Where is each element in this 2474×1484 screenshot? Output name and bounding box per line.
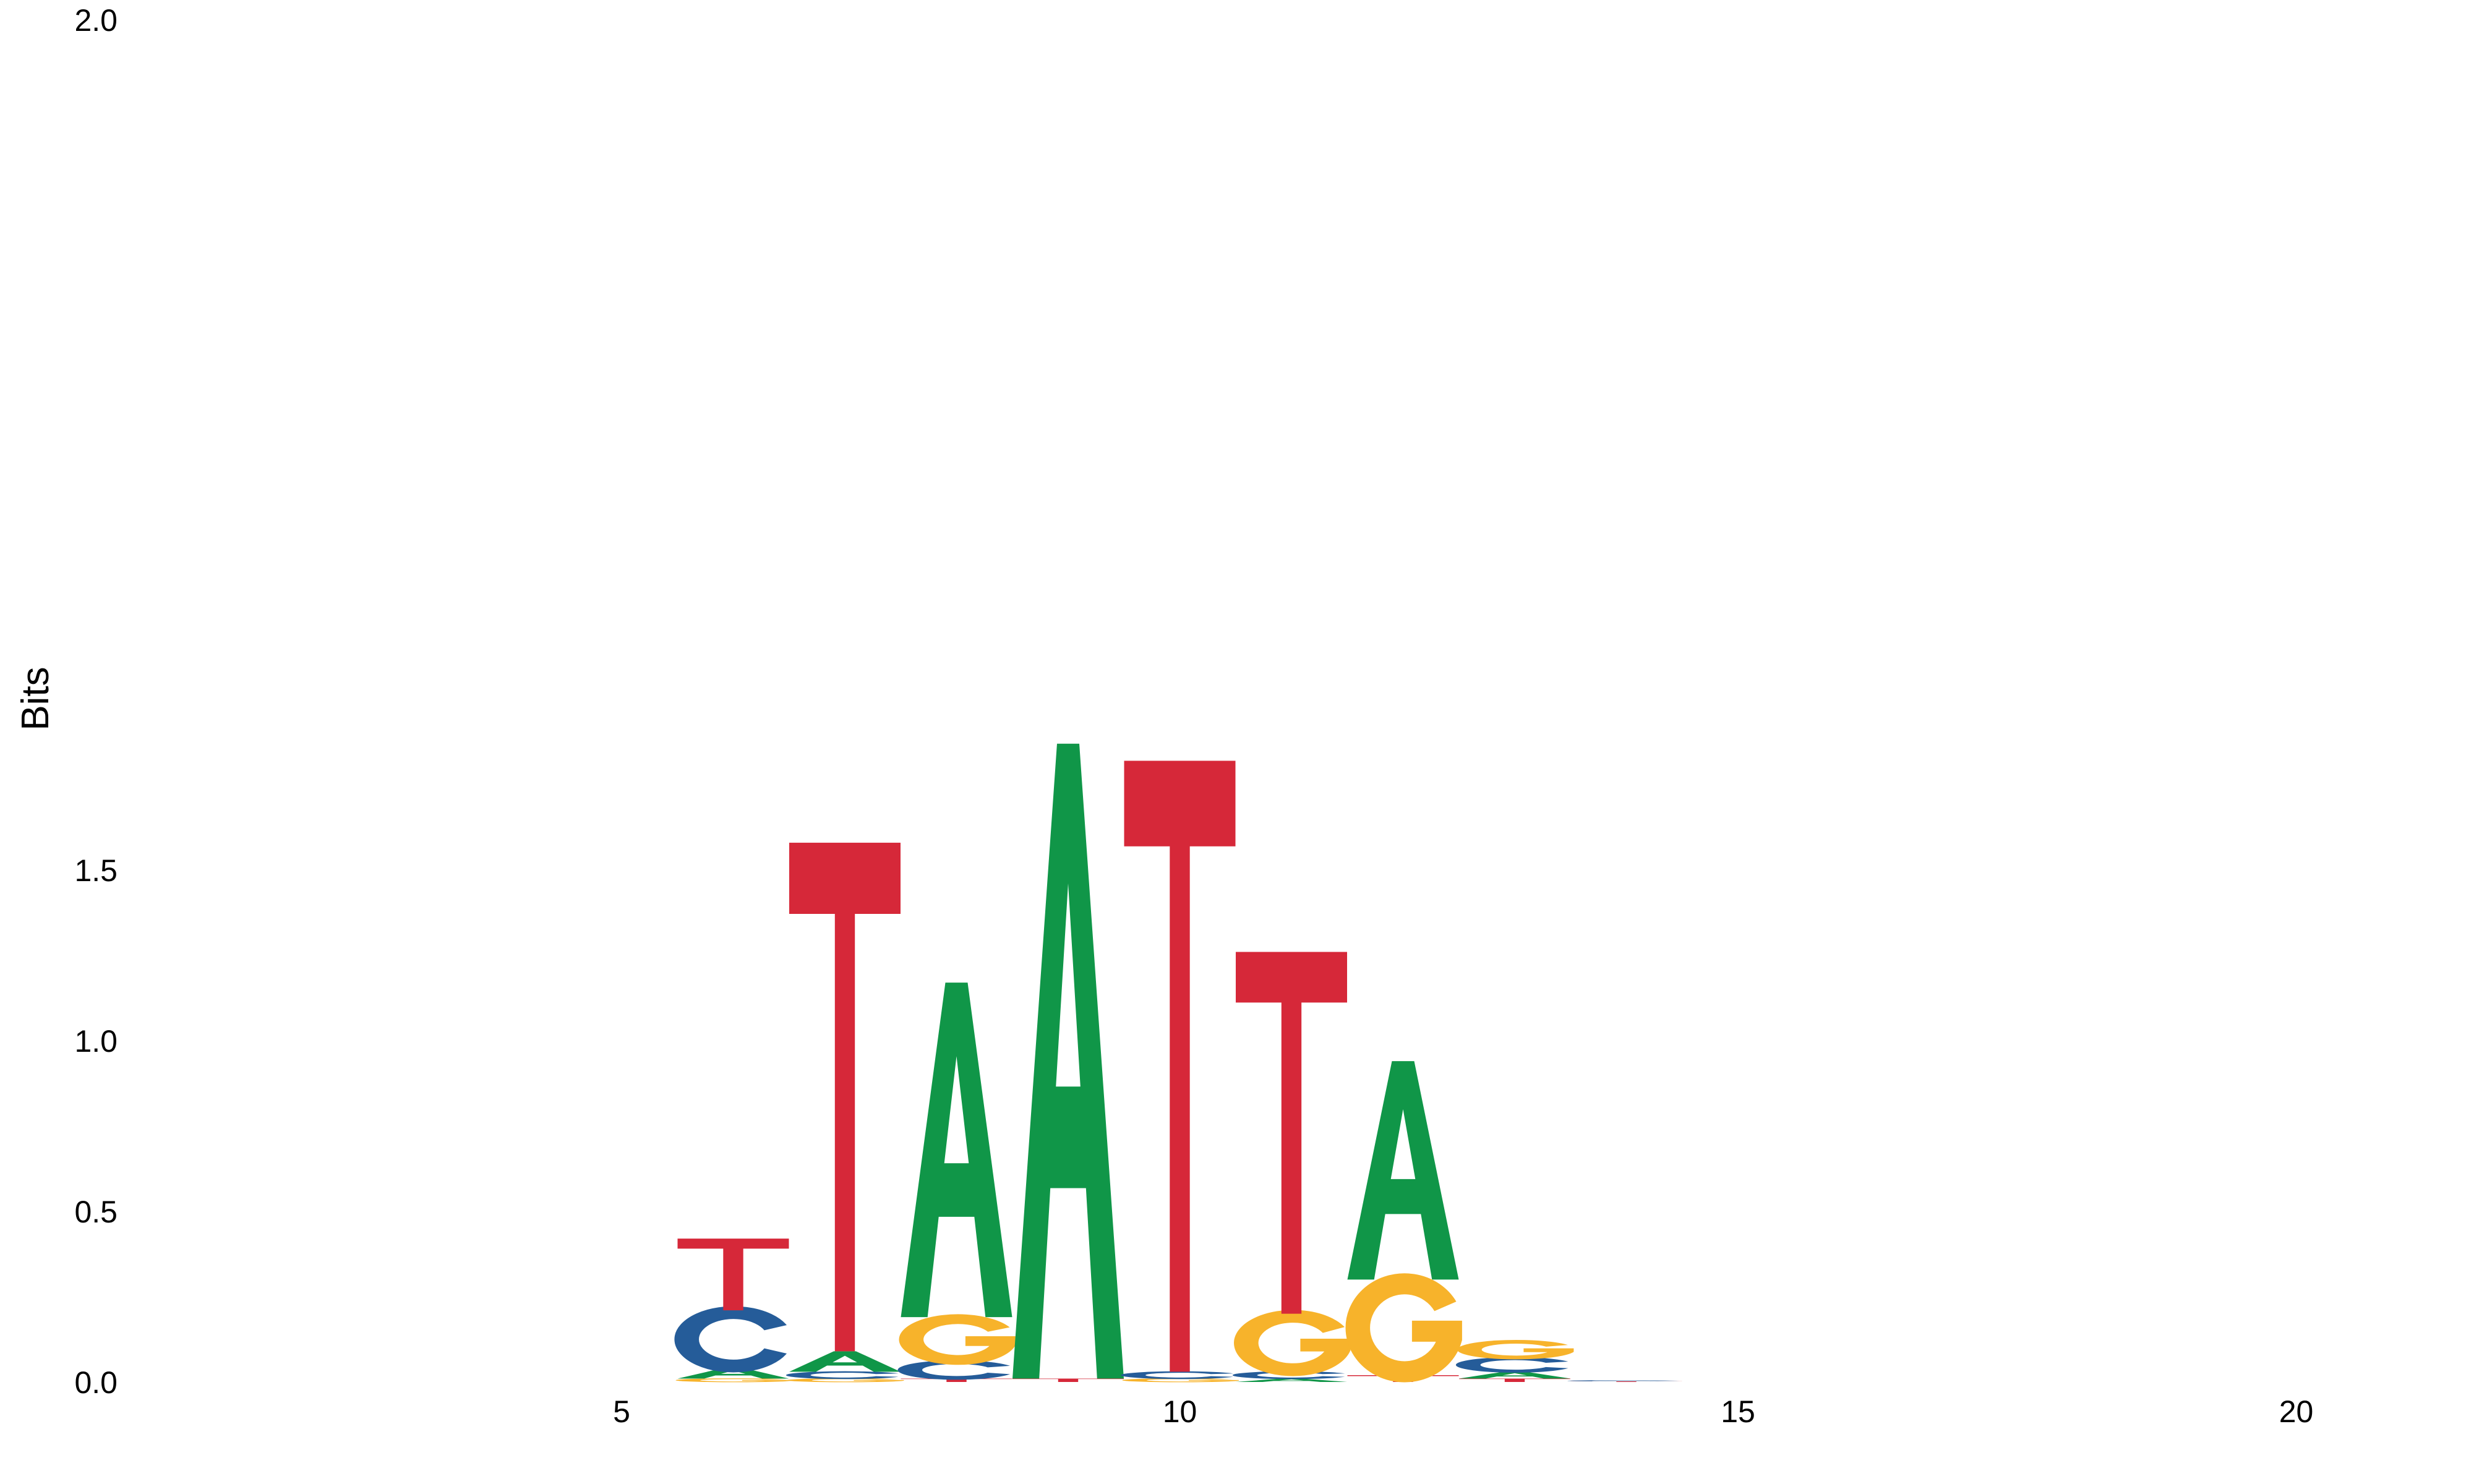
logo-letter-T — [1012, 1378, 1124, 1382]
logo-letter-A — [677, 1368, 789, 1379]
logo-letter-G — [1457, 1339, 1574, 1360]
logo-letter-A — [1012, 743, 1124, 1379]
logo-letter-C — [785, 1371, 899, 1380]
logo-letter-G — [899, 1314, 1016, 1365]
y-tick-label: 1.0 — [74, 1024, 118, 1059]
logo-letter-C — [1456, 1357, 1569, 1373]
logo-glyphs — [674, 743, 1682, 1383]
logo-letter-T — [1459, 1378, 1570, 1382]
logo-letter-T — [1124, 761, 1236, 1372]
y-axis-ticks: 0.0 0.5 1.0 1.5 2.0 — [74, 3, 118, 1400]
logo-letter-A — [1347, 1061, 1459, 1280]
logo-letter-T — [1570, 1381, 1682, 1382]
y-tick-label: 0.0 — [74, 1365, 118, 1400]
logo-letter-T — [677, 1239, 789, 1311]
logo-letter-G — [1345, 1273, 1462, 1383]
logo-letter-T — [789, 842, 901, 1352]
logo-letter-C — [674, 1306, 787, 1373]
x-tick-label: 10 — [1163, 1394, 1197, 1429]
logo-letter-A — [1459, 1371, 1570, 1379]
logo-letter-T — [901, 1378, 1012, 1382]
logo-letter-A — [1236, 1378, 1347, 1382]
logo-letter-G — [675, 1378, 792, 1383]
logo-letter-A — [789, 1351, 901, 1372]
x-tick-label: 15 — [1721, 1394, 1755, 1429]
logo-letter-G — [1122, 1378, 1239, 1383]
y-tick-label: 2.0 — [74, 3, 118, 38]
logo-letter-T — [1236, 952, 1347, 1314]
y-tick-label: 1.5 — [74, 853, 118, 888]
logo-letter-G — [787, 1378, 904, 1383]
y-tick-label: 0.5 — [74, 1195, 118, 1229]
y-axis-label: Bits — [14, 667, 57, 730]
x-axis-ticks: 5 10 15 20 — [613, 1394, 2313, 1429]
logo-letter-G — [1234, 1310, 1351, 1376]
logo-letter-C — [1121, 1371, 1233, 1380]
logo-letter-A — [901, 983, 1012, 1318]
x-tick-label: 20 — [2279, 1394, 2314, 1429]
x-tick-label: 5 — [613, 1394, 630, 1429]
logo-letter-C — [1568, 1380, 1680, 1382]
